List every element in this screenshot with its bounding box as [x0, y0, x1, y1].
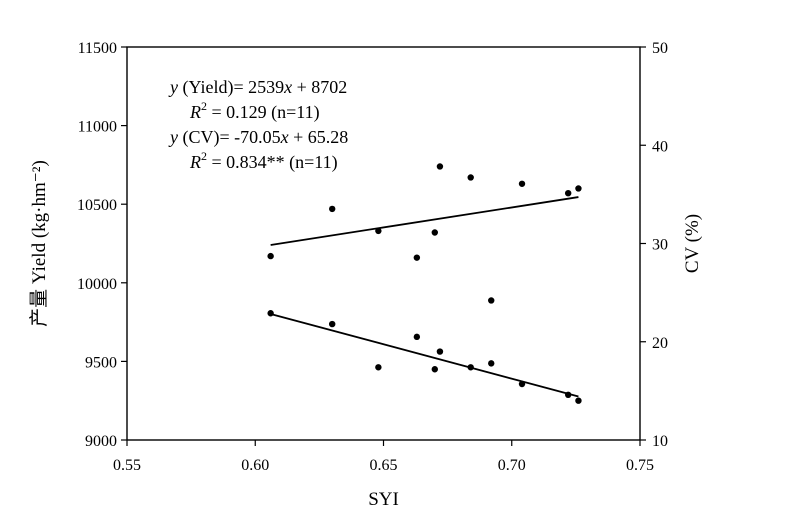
plot-area: 0.55 0.60 0.65 0.70 0.75 9000 9500 10000 10500 11…	[28, 40, 703, 510]
x-axis-title: SYI	[368, 489, 399, 510]
yield-point	[467, 174, 474, 181]
equation-line: y (CV)= -70.05x + 65.28	[168, 127, 348, 148]
cv-point	[518, 380, 526, 388]
cv-point	[436, 348, 444, 355]
y-right-tick-label: 30	[652, 237, 668, 254]
yield-point	[375, 227, 382, 235]
cv-point	[375, 364, 382, 371]
x-tick-label: 0.70	[498, 457, 526, 474]
y-right-axis-title: CV (%)	[682, 214, 703, 273]
y-right-tick-label: 20	[652, 335, 668, 352]
yield-point	[575, 185, 582, 192]
y-left-tick-label: 10000	[77, 276, 117, 293]
equation-line: R2 = 0.834** (n=11)	[189, 149, 338, 173]
yield-point	[436, 163, 444, 170]
y-right-tick-label: 50	[652, 40, 668, 57]
cv-point	[488, 360, 495, 367]
yield-point	[413, 254, 421, 261]
y-left-tick-label: 11000	[78, 119, 117, 136]
yield-point	[564, 189, 572, 197]
equation-line: R2 = 0.129 (n=11)	[189, 99, 320, 123]
cv-point	[564, 391, 572, 399]
x-tick-label: 0.65	[370, 457, 398, 474]
cv-point	[431, 366, 438, 373]
y-left-tick-label: 11500	[78, 40, 117, 57]
y-right-tick-label: 40	[652, 138, 668, 155]
yield-point	[329, 205, 336, 213]
yield-point	[431, 229, 438, 236]
cv-point	[488, 297, 495, 304]
equation-line: y (Yield)= 2539x + 8702	[168, 77, 347, 98]
cv-point	[413, 333, 421, 341]
y-left-tick-label: 9000	[85, 433, 117, 450]
x-tick-label: 0.60	[241, 457, 269, 474]
x-tick-label: 0.75	[626, 457, 654, 474]
yield-point	[518, 180, 526, 187]
yield-point	[267, 252, 274, 260]
y-left-tick-label: 10500	[77, 197, 117, 214]
yield-fit-line	[270, 196, 579, 246]
cv-point	[467, 364, 474, 371]
x-tick-label: 0.55	[113, 457, 141, 474]
cv-point	[267, 310, 274, 317]
cv-fit-line	[270, 313, 579, 398]
y-left-tick-label: 9500	[85, 354, 117, 371]
cv-point	[575, 397, 582, 404]
y-left-axis-title: 产量 Yield (kg·hm⁻²)	[28, 160, 50, 327]
y-right-tick-label: 10	[652, 433, 668, 450]
cv-point	[329, 320, 336, 328]
